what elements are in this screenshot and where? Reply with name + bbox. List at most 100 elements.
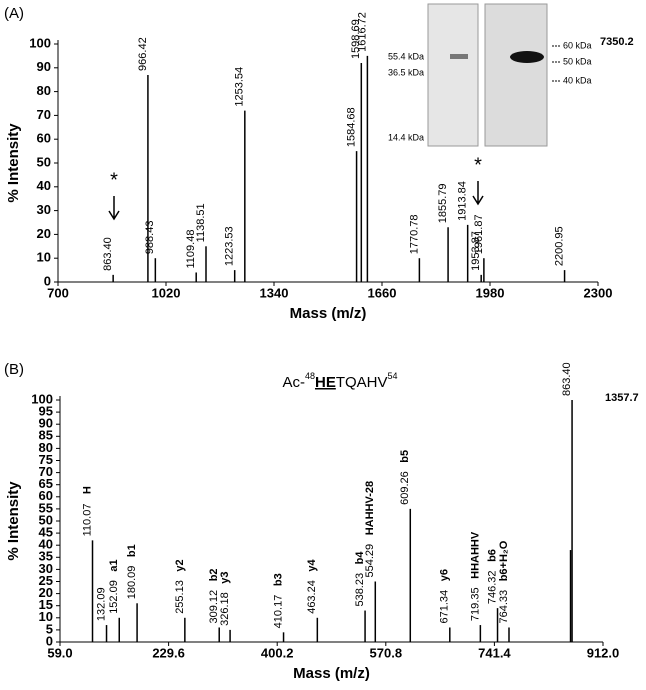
y-tick-label: 0 — [44, 273, 51, 288]
x-tick-label: 400.2 — [261, 645, 294, 660]
y-tick-label: 65 — [39, 476, 53, 491]
x-tick-label: 741.4 — [478, 645, 511, 660]
y-tick-label: 50 — [39, 512, 53, 527]
peak-label: 966.42 — [137, 37, 149, 71]
gel-lane — [427, 3, 479, 147]
y-tick-label: 40 — [37, 178, 51, 193]
panel-label: (B) — [4, 361, 24, 378]
asterisk: * — [110, 169, 118, 191]
y-tick-label: 90 — [37, 59, 51, 74]
y-tick-label: 40 — [39, 537, 53, 552]
ion-label: b4 — [354, 551, 366, 565]
chart-title: Ac-48HETQAHV54 — [282, 371, 397, 391]
x-tick-label: 59.0 — [47, 645, 72, 660]
panel-label: (A) — [4, 5, 24, 22]
title-part: TQAHV — [336, 374, 388, 391]
gel-label: 40 kDa — [563, 75, 592, 85]
y-tick-label: 100 — [29, 35, 51, 50]
peak-label: 863.40 — [102, 237, 114, 271]
x-tick-label: 1340 — [260, 285, 289, 300]
ion-label: H — [81, 486, 93, 494]
x-tick-label: 229.6 — [152, 645, 185, 660]
ion-label: y2 — [174, 559, 186, 571]
y-tick-label: 30 — [37, 202, 51, 217]
gel-label: 55.4 kDa — [388, 51, 424, 61]
peak-label: 1138.51 — [195, 203, 207, 242]
peak-label: 988.43 — [144, 221, 156, 255]
x-tick-label: 570.8 — [370, 645, 403, 660]
y-tick-label: 35 — [39, 549, 53, 564]
x-tick-label: 700 — [47, 285, 69, 300]
x-tick-label: 1020 — [152, 285, 181, 300]
ion-label: b6+H₂O — [498, 540, 510, 581]
peak-label: 538.23 — [354, 573, 366, 607]
ion-label: b3 — [272, 573, 284, 586]
gel-lane — [484, 3, 548, 147]
peak-label: 132.09 — [95, 587, 107, 621]
y-tick-label: 45 — [39, 525, 53, 540]
peak-label: 719.35 — [469, 587, 481, 621]
y-tick-label: 10 — [39, 609, 53, 624]
title-part: Ac- — [282, 374, 305, 391]
gel-label: 36.5 kDa — [388, 67, 424, 77]
y-tick-label: 10 — [37, 250, 51, 265]
peak-label: 1598.69 — [350, 19, 362, 59]
gel-inset: 55.4 kDa 36.5 kDa 14.4 kDa 60 kDa 50 kDa… — [388, 3, 592, 147]
max-counts: 1357.7 — [605, 392, 639, 404]
y-tick-label: 70 — [37, 107, 51, 122]
peak-label: 1253.54 — [234, 67, 246, 107]
peak-label: 671.34 — [439, 590, 451, 624]
y-tick-label: 20 — [37, 226, 51, 241]
y-tick-label: 80 — [39, 440, 53, 455]
peak-label: 326.18 — [219, 592, 231, 626]
peak-label: 410.17 — [272, 595, 284, 629]
x-axis-label: Mass (m/z) — [290, 305, 367, 322]
ion-label: y6 — [439, 569, 451, 581]
y-tick-label: 25 — [39, 573, 53, 588]
peak-label: 1961.87 — [473, 214, 485, 254]
peak-label: 764.33 — [498, 590, 510, 624]
ion-label: y3 — [219, 571, 231, 583]
y-tick-label: 60 — [37, 131, 51, 146]
ion-label: b1 — [126, 544, 138, 557]
y-tick-label: 85 — [39, 428, 53, 443]
peak-label: 1584.68 — [345, 107, 357, 147]
y-tick-label: 75 — [39, 452, 53, 467]
gel-label: 14.4 kDa — [388, 132, 424, 142]
y-tick-label: 90 — [39, 416, 53, 431]
title-sup: 48 — [305, 371, 315, 381]
peak-label: 152.09 — [108, 580, 120, 614]
y-tick-label: 0 — [46, 633, 53, 648]
x-tick-label: 1980 — [476, 285, 505, 300]
peak-label: 1770.78 — [408, 214, 420, 254]
peak-label: 180.09 — [126, 566, 138, 600]
gel-band — [450, 54, 468, 59]
peak-label: 1855.79 — [437, 183, 449, 223]
asterisk: * — [474, 154, 482, 176]
y-tick-label: 50 — [37, 154, 51, 169]
y-tick-label: 70 — [39, 464, 53, 479]
y-tick-label: 60 — [39, 488, 53, 503]
title-bold: HE — [315, 374, 336, 391]
gel-label: 50 kDa — [563, 56, 592, 66]
y-tick-label: 95 — [39, 404, 53, 419]
peak-label: 1953.87 — [470, 231, 482, 271]
ion-label: b2 — [208, 568, 220, 581]
y-tick-label: 100 — [31, 391, 53, 406]
ion-label: b6 — [486, 549, 498, 562]
arrow — [108, 196, 120, 221]
peak-label: 309.12 — [208, 590, 220, 624]
peak-label: 1616.72 — [356, 12, 368, 52]
peak-label: 746.32 — [486, 570, 498, 604]
peak-label: 863.40 — [561, 362, 573, 396]
ion-label: HHAHHV — [469, 531, 481, 579]
title-sup: 54 — [388, 371, 398, 381]
peak-label: 255.13 — [174, 580, 186, 614]
peak-label: 554.29 — [364, 544, 376, 578]
peak-label: 609.26 — [399, 471, 411, 505]
arrow — [472, 181, 484, 206]
ion-label: y4 — [306, 558, 318, 571]
x-tick-label: 2300 — [584, 285, 613, 300]
peak-label: 2200.95 — [553, 226, 565, 266]
